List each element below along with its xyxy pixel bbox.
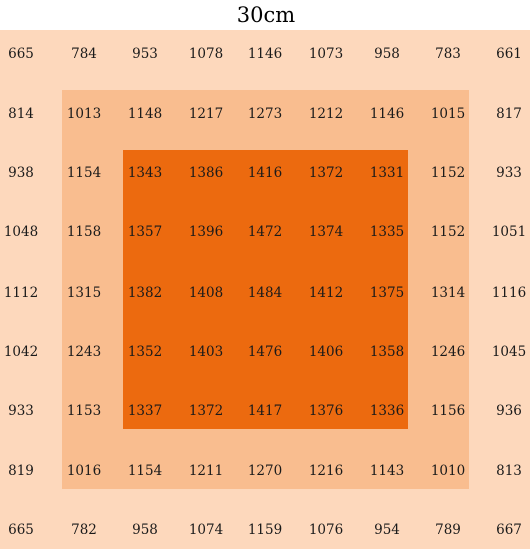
cell-value-r6-c6: 1336	[370, 403, 404, 419]
cell-value-r4-c2: 1382	[128, 285, 162, 301]
cell-value-r2-c7: 1152	[431, 165, 465, 181]
cell-value-r6-c8: 936	[496, 403, 522, 419]
cell-value-r1-c3: 1217	[189, 106, 223, 122]
zone-band-3	[123, 150, 408, 429]
cell-value-r7-c2: 1154	[128, 463, 162, 479]
cell-value-r1-c8: 817	[496, 106, 522, 122]
cell-value-r0-c3: 1078	[189, 46, 223, 62]
cell-value-r4-c4: 1484	[248, 285, 282, 301]
cell-value-r2-c4: 1416	[248, 165, 282, 181]
cell-value-r7-c1: 1016	[67, 463, 101, 479]
zone-layer	[0, 30, 530, 549]
cell-value-r5-c1: 1243	[67, 344, 101, 360]
cell-value-r7-c5: 1216	[309, 463, 343, 479]
cell-value-r8-c2: 958	[132, 522, 158, 538]
chart-title: 30cm	[237, 3, 295, 27]
cell-value-r0-c7: 783	[435, 46, 461, 62]
cell-value-r5-c0: 1042	[4, 344, 38, 360]
cell-value-r3-c5: 1374	[309, 224, 343, 240]
cell-value-r0-c8: 661	[496, 46, 522, 62]
cell-value-r2-c8: 933	[496, 165, 522, 181]
cell-value-r5-c8: 1045	[492, 344, 526, 360]
cell-value-r2-c0: 938	[8, 165, 34, 181]
cell-value-r0-c0: 665	[8, 46, 34, 62]
cell-value-r0-c5: 1073	[309, 46, 343, 62]
cell-value-r1-c7: 1015	[431, 106, 465, 122]
cell-value-r4-c0: 1112	[4, 285, 38, 301]
cell-value-r2-c1: 1154	[67, 165, 101, 181]
cell-value-r1-c5: 1212	[309, 106, 343, 122]
cell-value-r4-c1: 1315	[67, 285, 101, 301]
cell-value-r8-c7: 789	[435, 522, 461, 538]
cell-value-r1-c4: 1273	[248, 106, 282, 122]
cell-value-r8-c3: 1074	[189, 522, 223, 538]
cell-value-r6-c0: 933	[8, 403, 34, 419]
cell-value-r8-c1: 782	[71, 522, 97, 538]
cell-value-r6-c3: 1372	[189, 403, 223, 419]
cell-value-r7-c7: 1010	[431, 463, 465, 479]
cell-value-r5-c4: 1476	[248, 344, 282, 360]
cell-value-r1-c6: 1146	[370, 106, 404, 122]
cell-value-r1-c0: 814	[8, 106, 34, 122]
cell-value-r8-c0: 665	[8, 522, 34, 538]
cell-value-r8-c8: 667	[496, 522, 522, 538]
cell-value-r7-c6: 1143	[370, 463, 404, 479]
cell-value-r0-c6: 958	[374, 46, 400, 62]
cell-value-r3-c1: 1158	[67, 224, 101, 240]
cell-value-r5-c3: 1403	[189, 344, 223, 360]
cell-value-r7-c3: 1211	[189, 463, 223, 479]
cell-value-r3-c8: 1051	[492, 224, 526, 240]
cell-value-r6-c5: 1376	[309, 403, 343, 419]
cell-value-r7-c0: 819	[8, 463, 34, 479]
cell-value-r6-c2: 1337	[128, 403, 162, 419]
cell-value-r8-c4: 1159	[248, 522, 282, 538]
cell-value-r2-c3: 1386	[189, 165, 223, 181]
cell-value-r5-c7: 1246	[431, 344, 465, 360]
cell-value-r4-c8: 1116	[492, 285, 526, 301]
cell-value-r1-c2: 1148	[128, 106, 162, 122]
cell-value-r6-c7: 1156	[431, 403, 465, 419]
cell-value-r2-c5: 1372	[309, 165, 343, 181]
cell-value-r1-c1: 1013	[67, 106, 101, 122]
cell-value-r3-c7: 1152	[431, 224, 465, 240]
cell-value-r6-c4: 1417	[248, 403, 282, 419]
cell-value-r5-c2: 1352	[128, 344, 162, 360]
cell-value-r0-c2: 953	[132, 46, 158, 62]
cell-value-r0-c4: 1146	[248, 46, 282, 62]
cell-value-r2-c6: 1331	[370, 165, 404, 181]
cell-value-r4-c6: 1375	[370, 285, 404, 301]
cell-value-r3-c6: 1335	[370, 224, 404, 240]
cell-value-r6-c1: 1153	[67, 403, 101, 419]
cell-value-r8-c5: 1076	[309, 522, 343, 538]
cell-value-r7-c4: 1270	[248, 463, 282, 479]
cell-value-r3-c0: 1048	[4, 224, 38, 240]
cell-value-r2-c2: 1343	[128, 165, 162, 181]
cell-value-r8-c6: 954	[374, 522, 400, 538]
cell-value-r4-c3: 1408	[189, 285, 223, 301]
cell-value-r3-c2: 1357	[128, 224, 162, 240]
cell-value-r4-c7: 1314	[431, 285, 465, 301]
cell-value-r3-c4: 1472	[248, 224, 282, 240]
cell-value-r0-c1: 784	[71, 46, 97, 62]
cell-value-r7-c8: 813	[496, 463, 522, 479]
cell-value-r5-c5: 1406	[309, 344, 343, 360]
cell-value-r4-c5: 1412	[309, 285, 343, 301]
cell-value-r3-c3: 1396	[189, 224, 223, 240]
cell-labels: 665 784 953 1078 1146 1073 958 783 661 814 1013 114…	[4, 46, 526, 538]
cell-value-r5-c6: 1358	[370, 344, 404, 360]
